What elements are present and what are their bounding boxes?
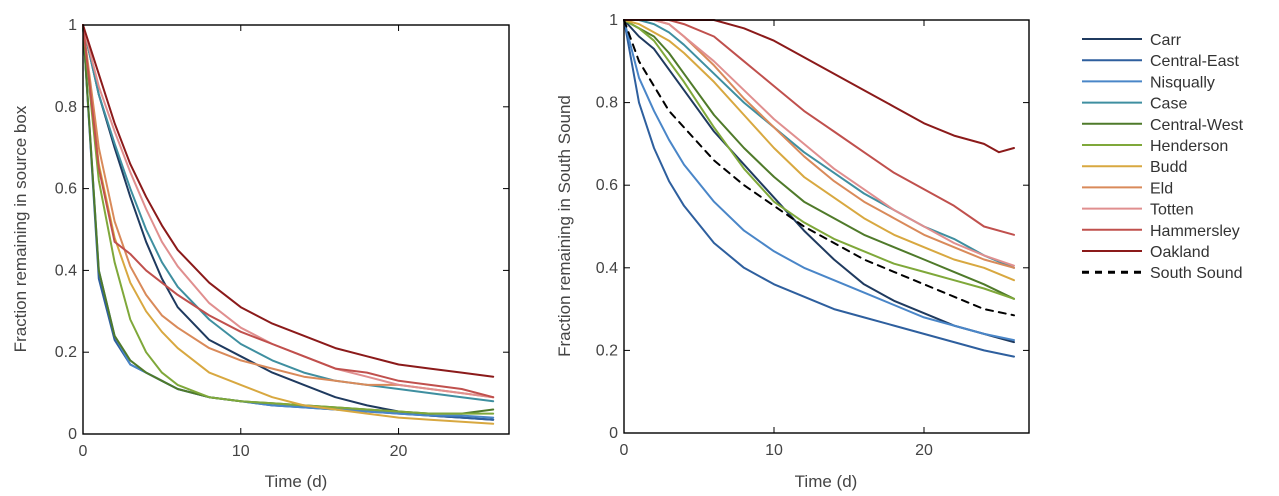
legend-label-eld: Eld xyxy=(1150,180,1173,197)
left-chart-series-central-east xyxy=(82,24,495,421)
left-chart-series-budd xyxy=(82,24,495,425)
left-chart-series-carr xyxy=(82,24,495,421)
right-chart-series-south-sound xyxy=(623,19,1015,317)
left-chart-series-eld xyxy=(82,24,495,399)
left-chart-x-axis-label: Time (d) xyxy=(265,472,328,491)
left-chart-y-axis-label: Fraction remaining in source box xyxy=(11,105,30,352)
legend-label-oakland: Oakland xyxy=(1150,244,1210,261)
left-chart-x-tick-label: 20 xyxy=(390,443,408,460)
right-chart-series-case xyxy=(623,19,1015,269)
right-chart-series-henderson xyxy=(623,19,1015,300)
right-chart-series-nisqually xyxy=(623,19,1015,342)
right-chart-series-carr xyxy=(623,19,1015,344)
left-chart-series-oakland xyxy=(82,24,495,378)
right-chart-x-tick-label: 10 xyxy=(765,442,783,459)
left-chart-y-tick-label: 0.4 xyxy=(55,262,77,279)
right-chart-y-tick-label: 0.8 xyxy=(596,95,618,112)
left-chart-series-totten xyxy=(82,24,495,399)
legend-label-budd: Budd xyxy=(1150,159,1187,176)
legend-label-totten: Totten xyxy=(1150,202,1194,219)
left-chart-series-hammersley xyxy=(82,24,495,399)
right-chart-series-central-west xyxy=(623,19,1015,300)
right-chart-frame xyxy=(623,19,1030,434)
legend-label-carr: Carr xyxy=(1150,32,1182,49)
left-chart-x-tick-label: 10 xyxy=(232,443,250,460)
right-chart-series-totten xyxy=(623,19,1015,267)
left-chart-x-tick-label: 0 xyxy=(79,443,88,460)
left-chart-series-henderson xyxy=(82,24,495,415)
right-chart-series-central-east xyxy=(623,19,1015,358)
legend-label-south-sound: South Sound xyxy=(1150,265,1243,282)
left-chart-series-nisqually xyxy=(82,24,495,419)
legend-label-nisqually: Nisqually xyxy=(1150,74,1215,91)
left-chart-y-tick-label: 0 xyxy=(68,426,77,443)
right-chart-series-budd xyxy=(623,19,1015,282)
legend-label-central-east: Central-East xyxy=(1150,53,1239,70)
left-chart-y-tick-label: 0.8 xyxy=(55,99,77,116)
left-chart-series-central-west xyxy=(82,24,495,415)
left-chart-y-tick-label: 1 xyxy=(68,17,77,34)
legend-label-case: Case xyxy=(1150,96,1187,113)
left-chart-frame xyxy=(82,24,510,435)
left-chart-series-layer xyxy=(82,24,495,425)
legend-label-hammersley: Hammersley xyxy=(1150,223,1240,240)
left-chart-panel: 0 10 20 0 0.2 0.4 0.6 0.8 1 Time (d) Fraction re… xyxy=(11,17,510,491)
right-chart-series-layer xyxy=(623,19,1015,358)
right-chart-y-tick-label: 0.2 xyxy=(596,342,618,359)
right-chart-panel: 0 10 20 0 0.2 0.4 0.6 0.8 1 Time (d) Fraction re… xyxy=(555,12,1030,491)
right-chart-y-axis-label: Fraction remaining in South Sound xyxy=(555,95,574,357)
right-chart-ticks: 0 10 20 0 0.2 0.4 0.6 0.8 1 xyxy=(596,12,1029,459)
right-chart-y-tick-label: 0 xyxy=(609,425,618,442)
right-chart-x-axis-label: Time (d) xyxy=(795,472,858,491)
right-chart-x-tick-label: 0 xyxy=(620,442,629,459)
right-chart-series-oakland xyxy=(623,19,1015,154)
legend: Carr Central-East Nisqually Case Central-Wes… xyxy=(1082,32,1244,282)
left-chart-y-tick-label: 0.2 xyxy=(55,344,77,361)
left-chart-ticks: 0 10 20 0 0.2 0.4 0.6 0.8 1 xyxy=(55,17,509,460)
right-chart-y-tick-label: 1 xyxy=(609,12,618,29)
legend-label-henderson: Henderson xyxy=(1150,138,1228,155)
left-chart-series-case xyxy=(82,24,495,403)
right-chart-y-tick-label: 0.6 xyxy=(596,177,618,194)
legend-label-central-west: Central-West xyxy=(1150,117,1244,134)
right-chart-y-tick-label: 0.4 xyxy=(596,260,618,277)
right-chart-x-tick-label: 20 xyxy=(915,442,933,459)
left-chart-y-tick-label: 0.6 xyxy=(55,181,77,198)
